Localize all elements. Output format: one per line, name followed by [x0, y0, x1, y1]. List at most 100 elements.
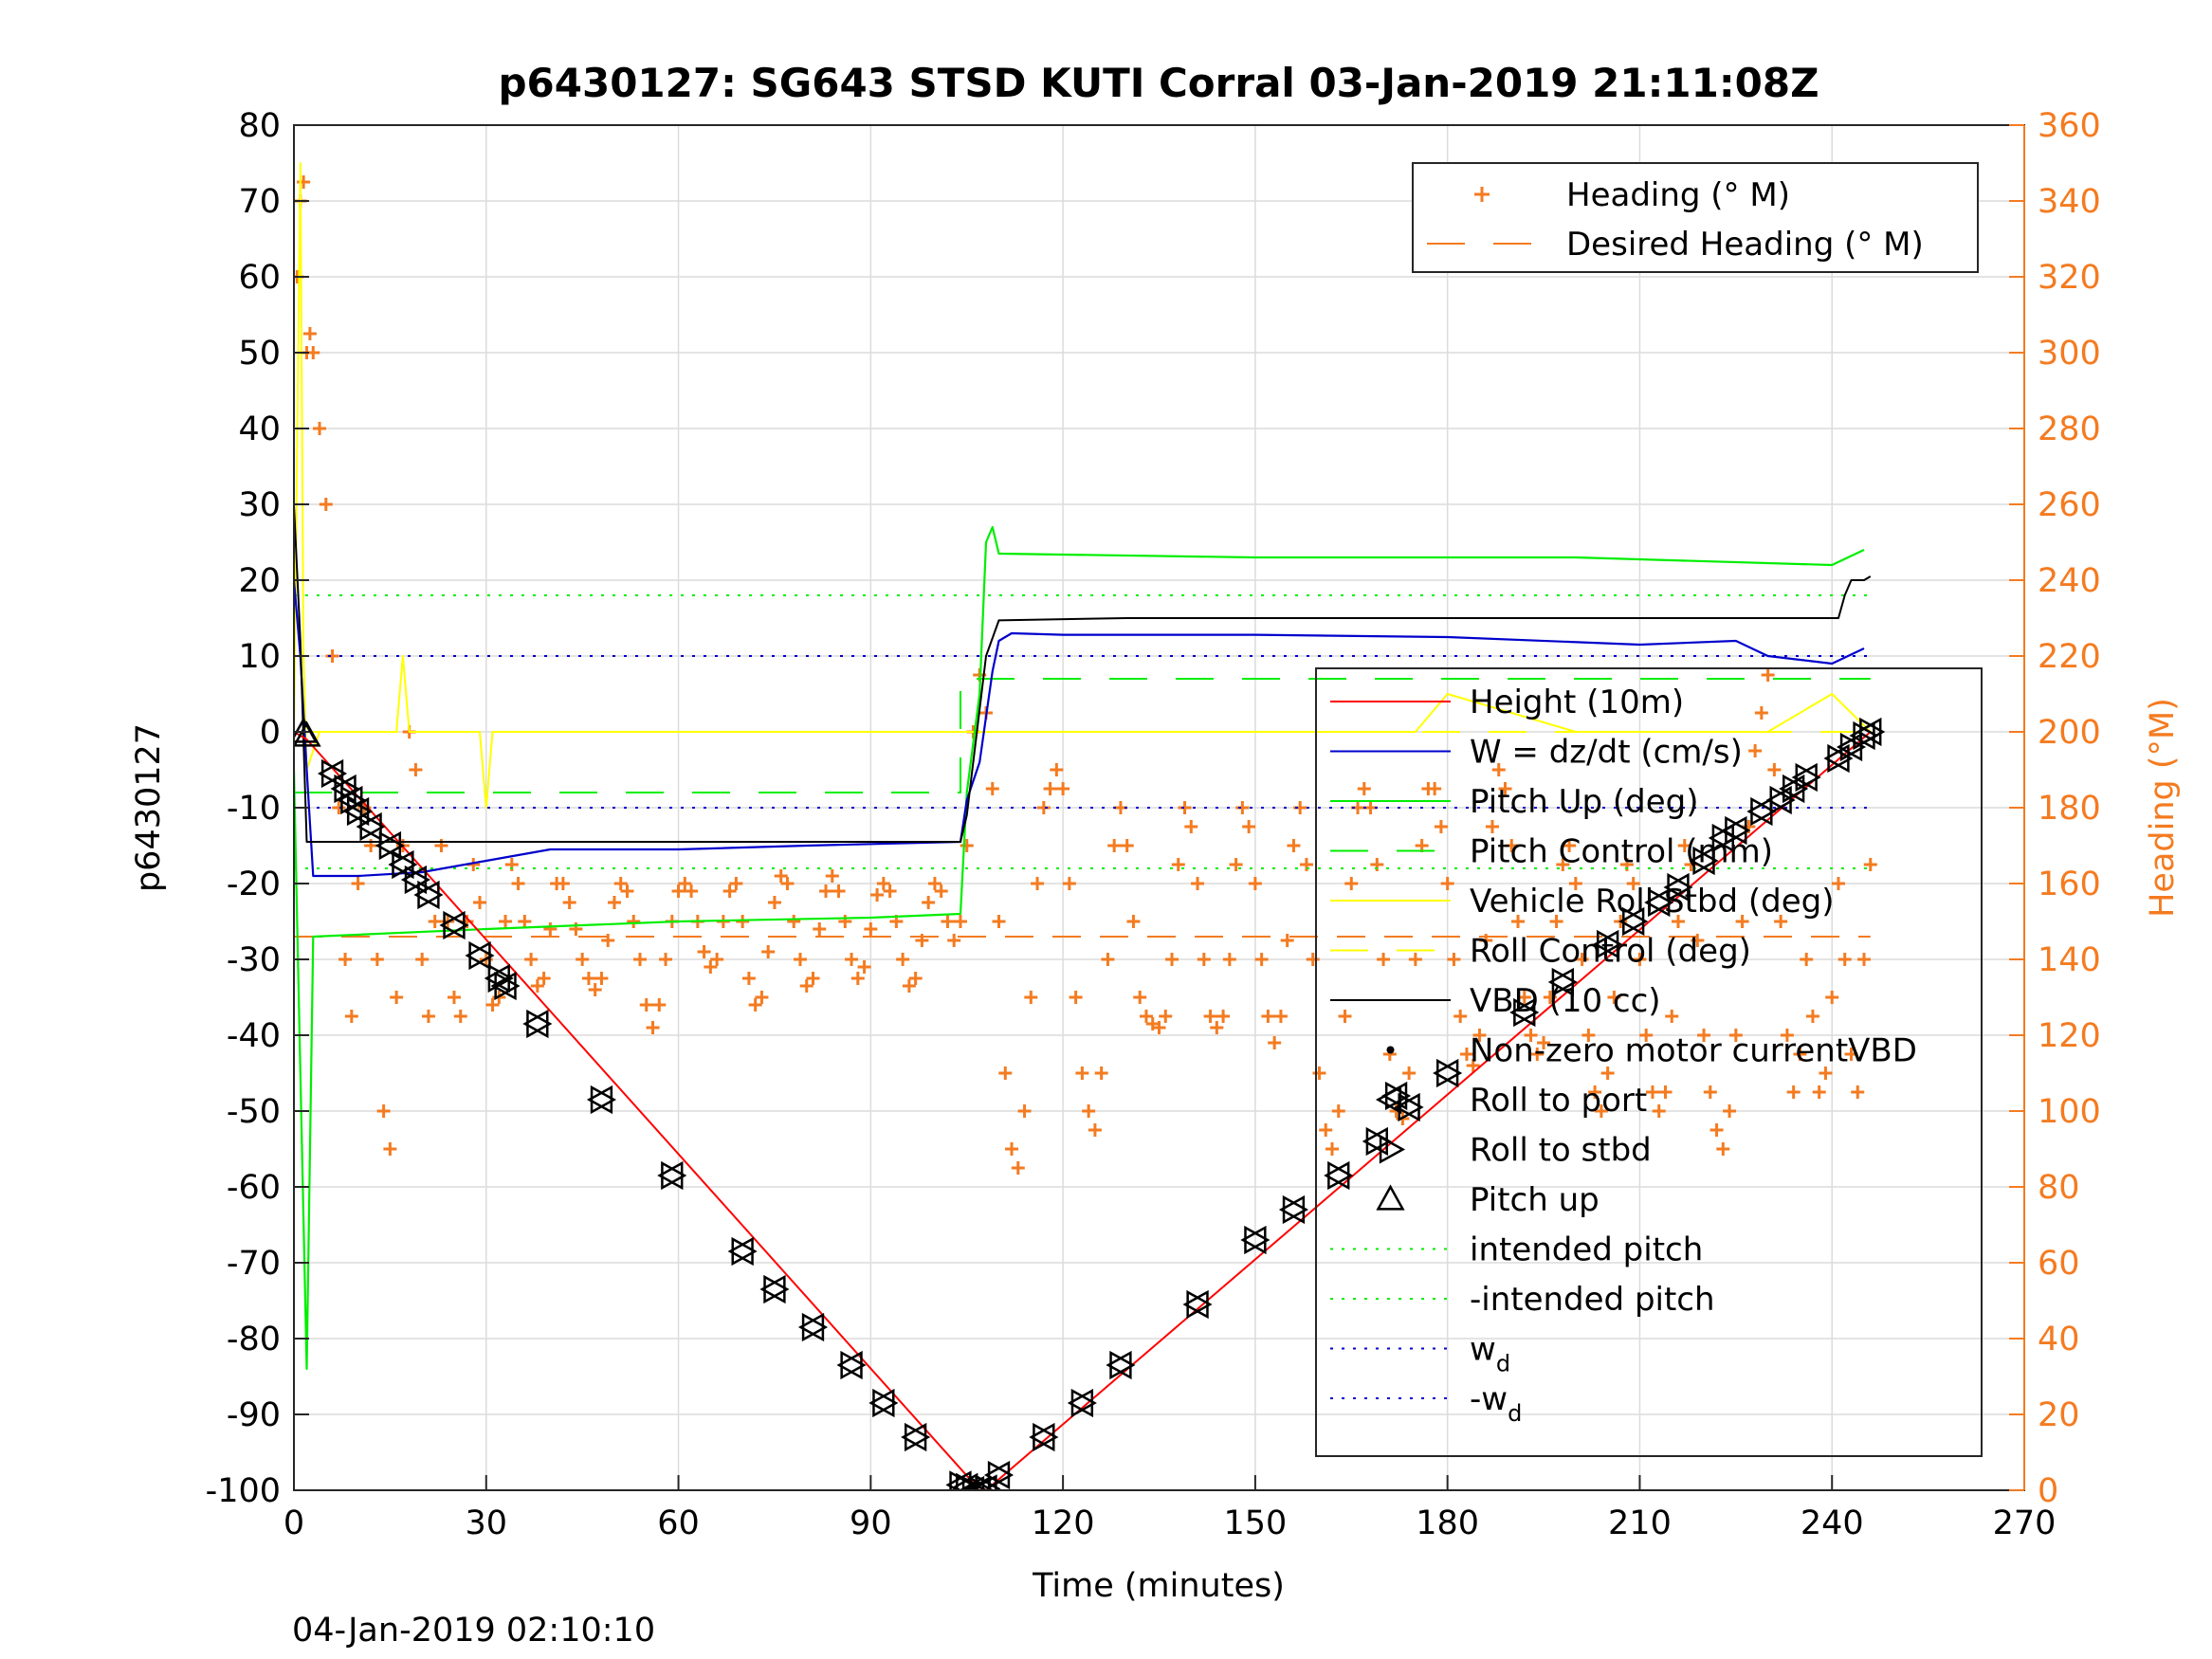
- roll-to-port-marker: [317, 758, 344, 789]
- heading-point: [1101, 953, 1115, 966]
- roll-to-stbd-marker: [1109, 1350, 1136, 1380]
- heading-point: [1780, 1029, 1794, 1042]
- roll-to-stbd-marker: [1282, 1194, 1309, 1225]
- heading-point: [1357, 782, 1371, 795]
- heading-point: [1017, 1104, 1032, 1118]
- roll-to-port-marker: [1547, 967, 1574, 997]
- heading-point: [1210, 1021, 1224, 1034]
- y-axis-label: p6430127: [130, 723, 168, 892]
- heading-point: [1043, 782, 1057, 795]
- heading-point: [1677, 839, 1691, 852]
- y-tick-label: -20: [227, 866, 281, 903]
- series-line-vehicle-roll-stbd-deg: [294, 162, 1872, 809]
- roll-to-stbd-marker: [1436, 1058, 1463, 1088]
- roll-to-stbd-marker: [1667, 872, 1693, 902]
- legend-label-text: Roll to stbd: [1470, 1132, 1652, 1170]
- roll-to-port-marker: [1823, 743, 1850, 774]
- legend-main-entry: Pitch Up (deg): [1330, 783, 1698, 821]
- heading-point: [1652, 1104, 1666, 1118]
- heading-point: [1728, 1029, 1743, 1042]
- legend-label-text: Non-zero motor currentVBD: [1470, 1032, 1917, 1070]
- legend-label: Height (10m): [1470, 684, 1684, 721]
- legend-label: VBD (10 cc): [1470, 982, 1661, 1020]
- heading-point: [1568, 877, 1582, 890]
- y2-tick-label: 260: [2038, 486, 2101, 524]
- heading-point: [659, 953, 673, 966]
- y-tick-label: 0: [260, 714, 281, 752]
- roll-to-stbd-marker: [1795, 762, 1821, 793]
- y-tick-label: -50: [227, 1093, 281, 1131]
- roll-to-port-marker: [1856, 717, 1882, 747]
- heading-point: [409, 763, 423, 776]
- x-axis-label: Time (minutes): [1032, 1567, 1285, 1605]
- heading-point: [1723, 1104, 1737, 1118]
- y2-tick-label: 160: [2038, 866, 2101, 903]
- roll-to-port-marker: [657, 1160, 684, 1191]
- roll-to-stbd-marker: [872, 1388, 899, 1418]
- series-line-pitch-up-deg: [294, 525, 1865, 1371]
- legend-label: -intended pitch: [1470, 1281, 1715, 1319]
- y-tick-label: -40: [227, 1017, 281, 1055]
- heading-point: [319, 498, 333, 511]
- legend-label: Heading (° M): [1566, 176, 1790, 214]
- heading-point: [876, 877, 890, 890]
- roll-to-stbd-marker: [1327, 1160, 1354, 1191]
- heading-point: [1069, 991, 1083, 1004]
- roll-to-port-marker: [1721, 815, 1747, 846]
- y-tick-label: -70: [227, 1245, 281, 1283]
- legend-label-subscript: d: [1508, 1400, 1522, 1427]
- y-tick-label: 40: [238, 410, 281, 448]
- heading-point: [1273, 1010, 1288, 1023]
- heading-point: [736, 915, 750, 928]
- legend-main-entry: Vehicle Roll Stbd (deg): [1330, 883, 1835, 921]
- x-tick-label: 270: [1993, 1504, 2057, 1542]
- roll-to-port-marker: [586, 1085, 613, 1115]
- heading-point: [1459, 1048, 1473, 1061]
- heading-point: [1485, 820, 1499, 833]
- heading-point: [1588, 1085, 1602, 1099]
- heading-point: [1203, 1010, 1217, 1023]
- heading-point: [1665, 1010, 1679, 1023]
- legend-main-box: [1315, 667, 1983, 1457]
- roll-to-port-marker: [1067, 1388, 1094, 1418]
- heading-point: [767, 896, 781, 909]
- roll-to-port-marker: [983, 1460, 1011, 1490]
- roll-to-stbd-marker: [417, 880, 444, 910]
- heading-point: [1031, 877, 1045, 890]
- roll-to-stbd-marker: [378, 830, 405, 861]
- heading-point: [627, 915, 641, 928]
- legend-swatch: [1375, 1085, 1402, 1115]
- roll-to-port-marker: [1324, 1160, 1350, 1191]
- heading-point: [1024, 991, 1038, 1004]
- roll-to-stbd-marker: [443, 910, 469, 940]
- y-tick-label: 20: [238, 562, 281, 600]
- roll-to-stbd-marker: [987, 1460, 1015, 1490]
- x-tick-label: 240: [1801, 1504, 1864, 1542]
- pitch-up-marker: [294, 720, 321, 747]
- heading-point: [453, 1010, 467, 1023]
- heading-point: [697, 945, 711, 958]
- legend-label: -wd: [1470, 1380, 1522, 1427]
- y2-tick-label: 340: [2038, 183, 2101, 221]
- heading-point: [1703, 1085, 1717, 1099]
- heading-point: [313, 422, 327, 435]
- legend-main-entry: -wd: [1330, 1380, 1522, 1427]
- heading-point: [1645, 1085, 1659, 1099]
- heading-point: [1248, 877, 1262, 890]
- heading-point: [1594, 1104, 1608, 1118]
- heading-point: [1325, 1142, 1339, 1156]
- heading-point: [1306, 953, 1320, 966]
- heading-point: [620, 884, 634, 898]
- heading-point: [1716, 1142, 1730, 1156]
- roll-to-stbd-marker: [590, 1085, 617, 1115]
- y2-tick-label: 60: [2038, 1245, 2080, 1283]
- heading-point: [1338, 1010, 1352, 1023]
- heading-point: [819, 884, 833, 898]
- legend-main-entry: Roll to port: [1375, 1082, 1647, 1120]
- roll-to-stbd-marker: [392, 849, 418, 880]
- roll-to-stbd-marker: [1186, 1289, 1213, 1320]
- heading-point: [1851, 1085, 1865, 1099]
- heading-point: [1126, 915, 1141, 928]
- roll-to-stbd-marker: [346, 796, 374, 827]
- y2-tick-label: 100: [2038, 1093, 2101, 1131]
